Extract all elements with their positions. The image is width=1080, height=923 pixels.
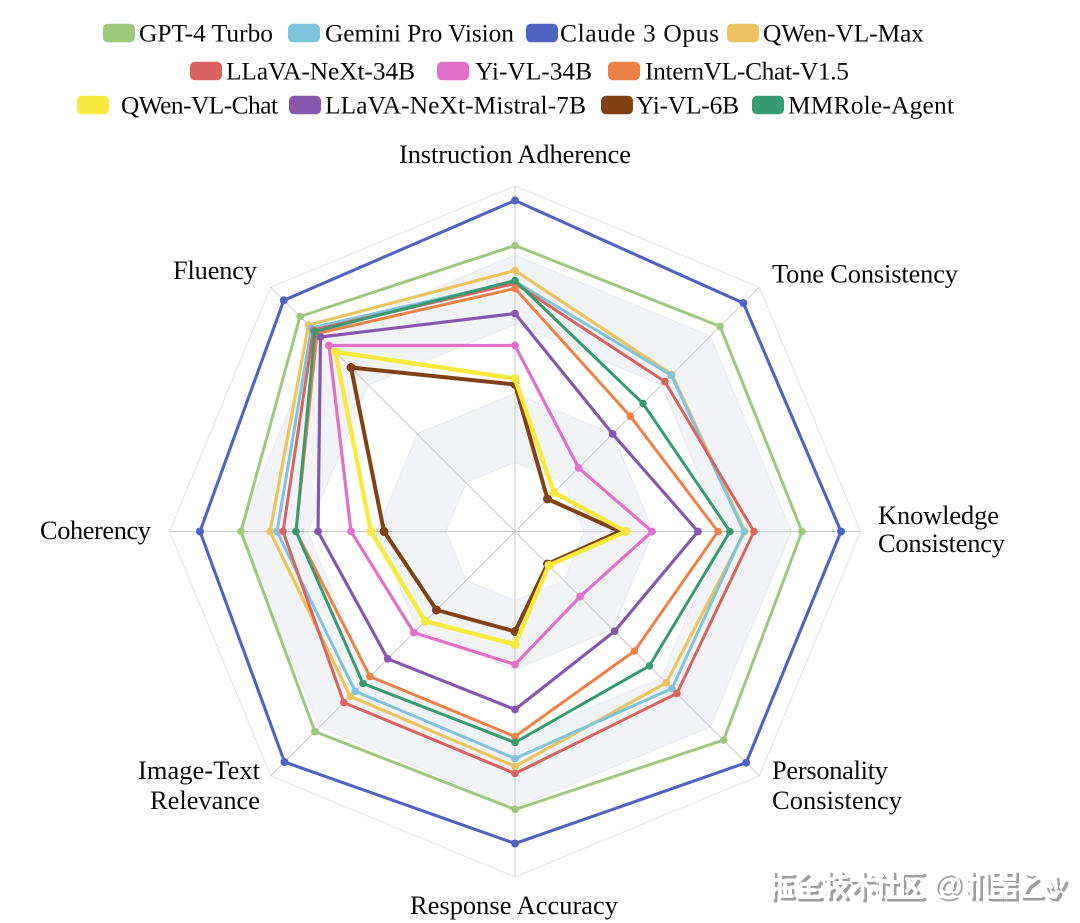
svg-text:MMRole-Agent: MMRole-Agent — [788, 92, 954, 120]
svg-text:LLaVA-NeXt-Mistral-7B: LLaVA-NeXt-Mistral-7B — [325, 92, 586, 120]
svg-text:Consistency: Consistency — [878, 528, 1006, 558]
svg-text:Fluency: Fluency — [173, 255, 258, 285]
svg-text:Instruction Adherence: Instruction Adherence — [399, 139, 631, 169]
svg-text:GPT-4 Turbo: GPT-4 Turbo — [139, 20, 273, 48]
svg-text:Image-Text: Image-Text — [138, 755, 261, 785]
svg-text:InternVL-Chat-V1.5: InternVL-Chat-V1.5 — [645, 58, 849, 86]
svg-text:Yi-VL-34B: Yi-VL-34B — [475, 58, 592, 86]
svg-text:@: @ — [935, 871, 965, 904]
svg-text:Yi-VL-6B: Yi-VL-6B — [636, 92, 739, 120]
svg-text:Coherency: Coherency — [40, 515, 152, 545]
svg-text:Tone Consistency: Tone Consistency — [772, 259, 959, 289]
svg-text:Consistency: Consistency — [772, 785, 903, 815]
svg-text:@: @ — [932, 868, 962, 901]
svg-text:Claude 3 Opus: Claude 3 Opus — [560, 20, 719, 48]
svg-text:LLaVA-NeXt-34B: LLaVA-NeXt-34B — [226, 58, 415, 86]
svg-text:Relevance: Relevance — [150, 785, 260, 815]
svg-text:QWen-VL-Max: QWen-VL-Max — [763, 20, 924, 48]
svg-text:QWen-VL-Chat: QWen-VL-Chat — [121, 92, 278, 120]
svg-text:Response Accuracy: Response Accuracy — [410, 890, 619, 920]
svg-text:Gemini Pro Vision: Gemini Pro Vision — [325, 20, 514, 48]
svg-text:Personality: Personality — [772, 755, 889, 785]
svg-text:Knowledge: Knowledge — [878, 500, 999, 530]
